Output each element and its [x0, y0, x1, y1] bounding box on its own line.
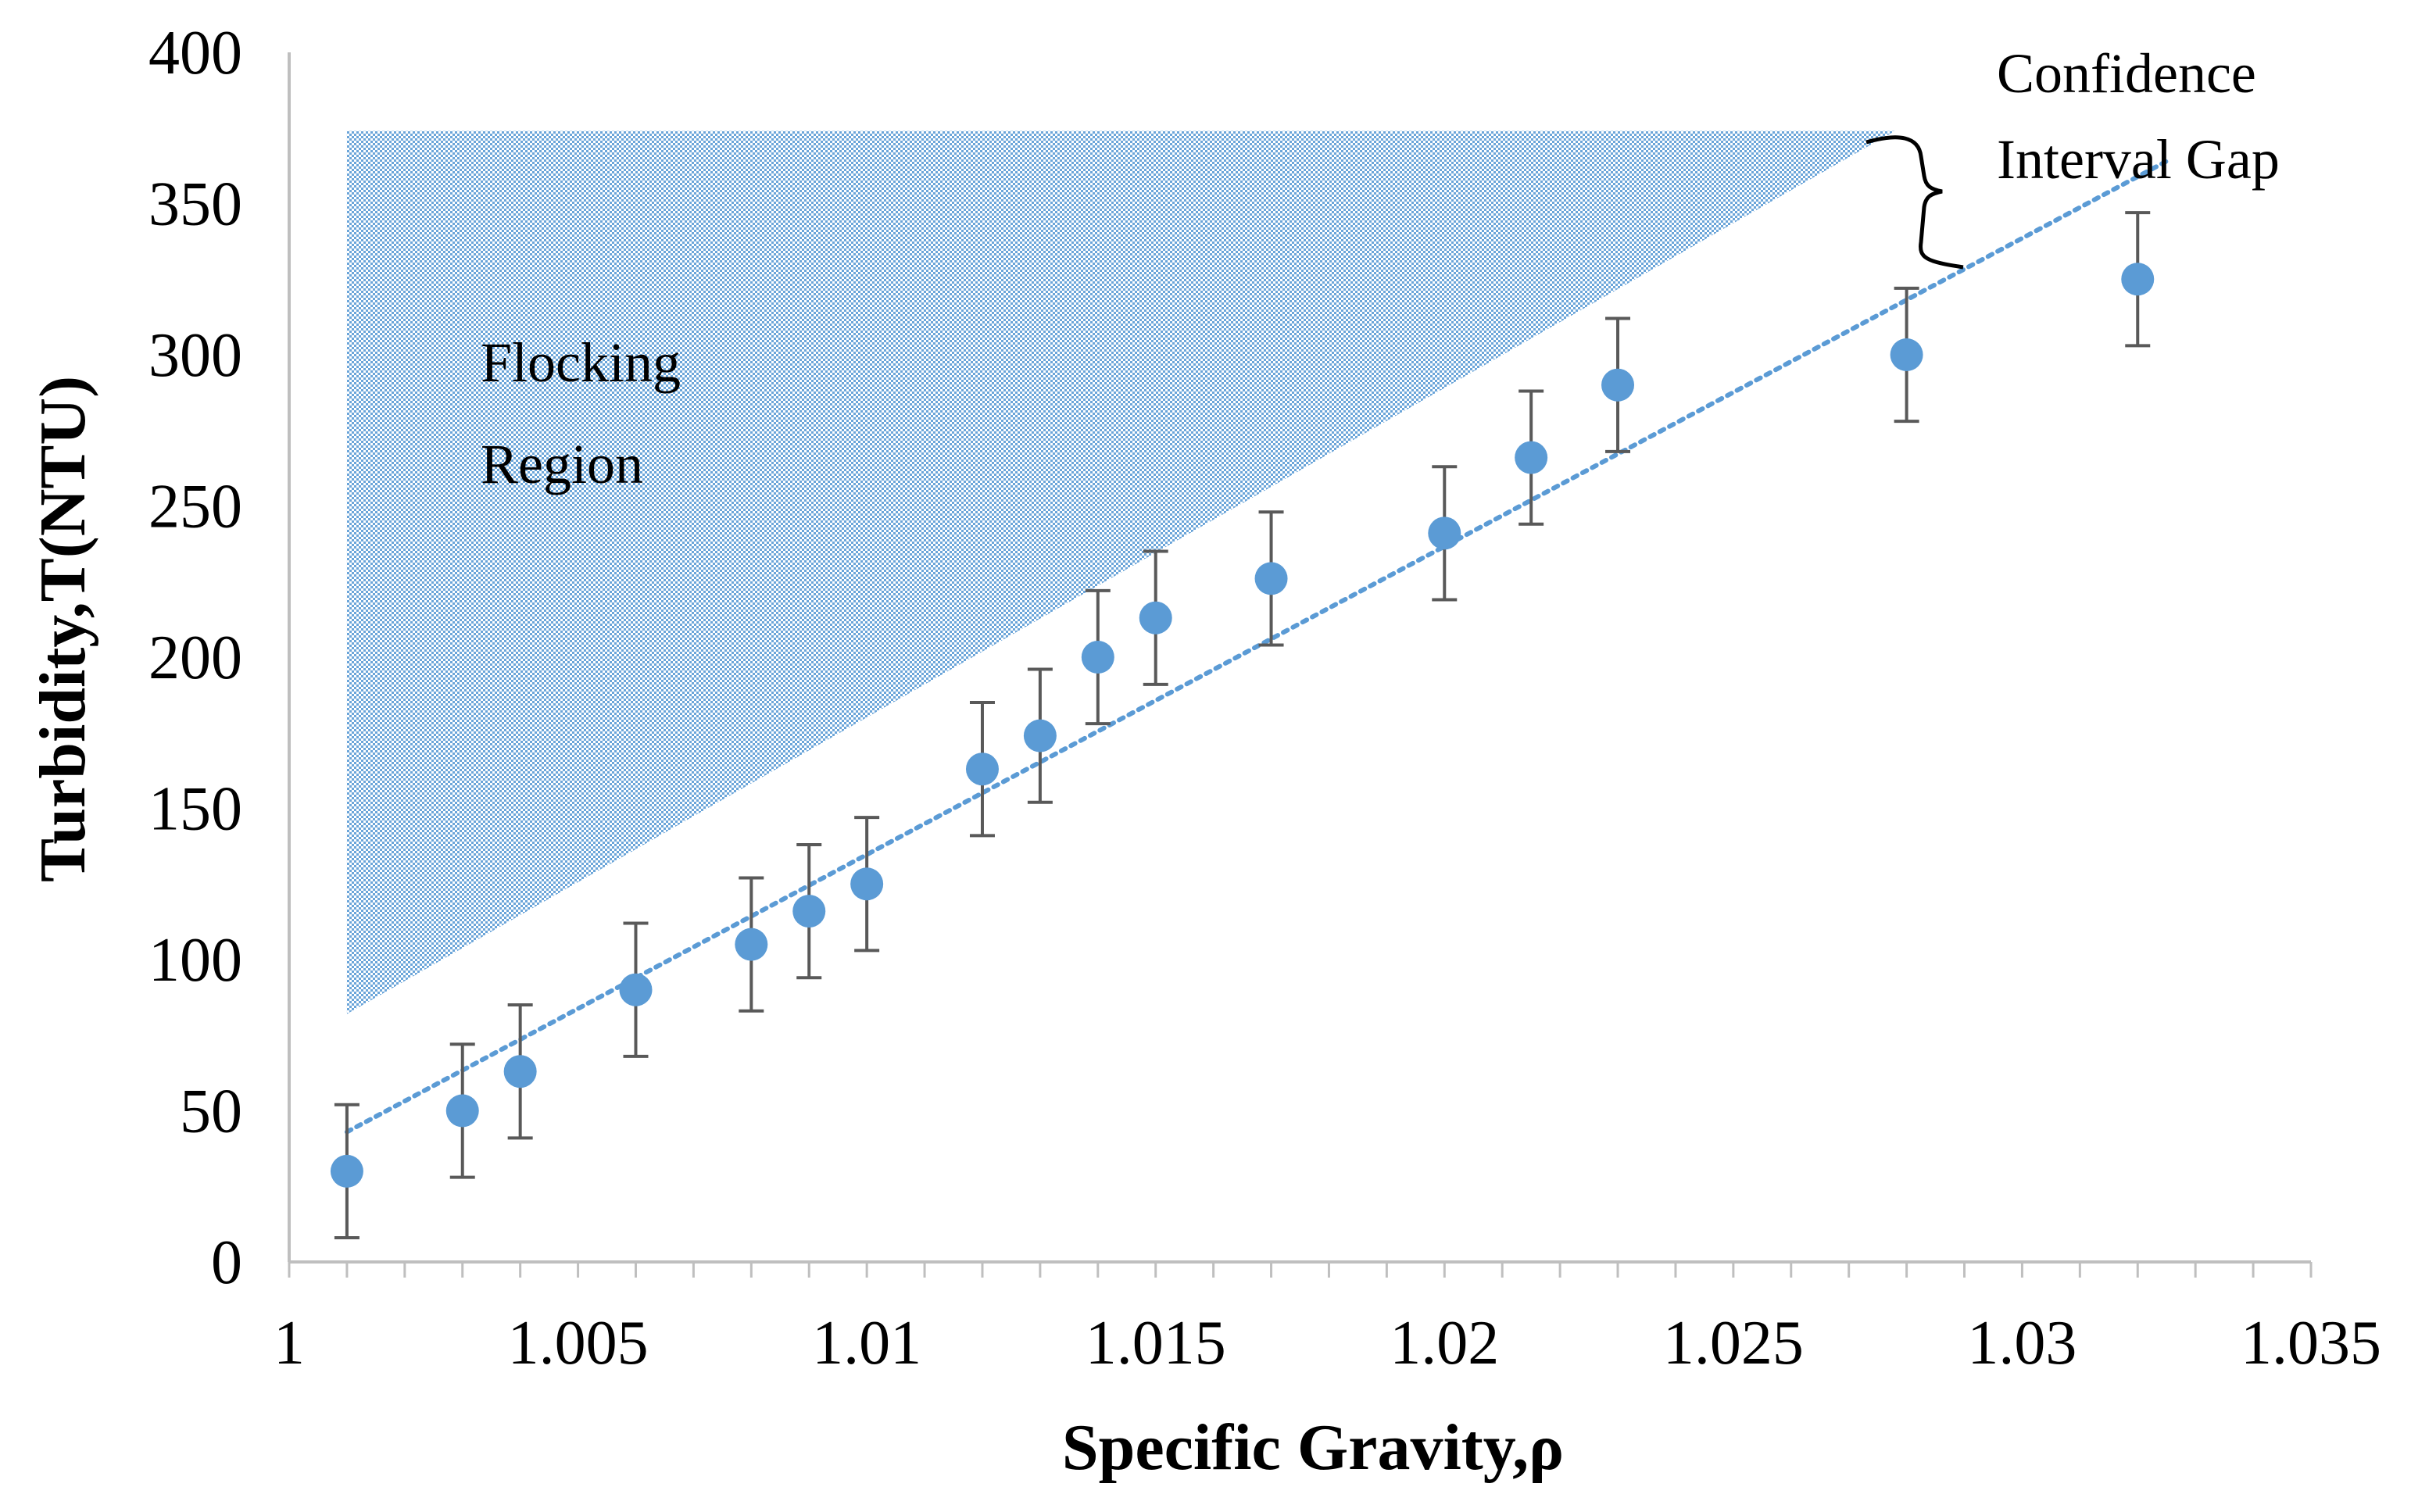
data-point	[2121, 263, 2155, 296]
x-tick-label: 1.035	[2241, 1309, 2381, 1378]
data-point	[735, 928, 768, 961]
y-tick-label: 400	[148, 19, 242, 88]
y-tick-labels: 0 50 100 150 200 250 300 350 400	[148, 19, 242, 1297]
y-tick-label: 300	[148, 321, 242, 390]
x-tick-label: 1	[274, 1309, 305, 1378]
data-point	[330, 1154, 363, 1188]
data-point	[1254, 562, 1288, 595]
data-points	[330, 263, 2155, 1188]
data-point	[1023, 719, 1057, 752]
x-axis-title: Specific Gravity,ρ	[1062, 1411, 1564, 1484]
y-tick-label: 0	[211, 1228, 242, 1297]
confidence-gap-label-line2: Interval Gap	[1997, 128, 2280, 191]
data-point	[1081, 641, 1114, 674]
x-tick-label: 1.02	[1390, 1309, 1499, 1378]
x-tick-label: 1.01	[812, 1309, 921, 1378]
data-point	[619, 973, 653, 1006]
data-point	[1139, 601, 1172, 634]
flocking-region-label-line2: Region	[481, 433, 643, 495]
x-tick-label: 1.005	[508, 1309, 649, 1378]
data-point	[503, 1055, 537, 1088]
x-tick-labels: 1 1.005 1.01 1.015 1.02 1.025 1.03 1.035	[274, 1309, 2381, 1378]
data-point	[792, 895, 826, 928]
y-tick-label: 350	[148, 170, 242, 239]
y-tick-label: 200	[148, 624, 242, 692]
data-point	[1515, 441, 1548, 474]
data-point	[1428, 517, 1461, 550]
x-tick-label: 1.025	[1663, 1309, 1804, 1378]
data-point	[445, 1094, 479, 1128]
flocking-region-label-line1: Flocking	[481, 331, 681, 394]
data-point	[1601, 368, 1635, 402]
axes	[288, 52, 2313, 1278]
trendline	[344, 159, 2170, 1135]
y-tick-label: 50	[180, 1078, 242, 1146]
x-tick-label: 1.03	[1967, 1309, 2077, 1378]
confidence-gap-label-line1: Confidence	[1997, 42, 2256, 105]
x-tick-label: 1.015	[1086, 1309, 1226, 1378]
data-point	[1890, 338, 1923, 371]
confidence-gap-brace	[1865, 135, 1964, 270]
trendline-layer	[344, 159, 2170, 1135]
y-axis-title: Turbidity,T(NTU)	[27, 376, 99, 882]
data-point	[850, 867, 884, 901]
y-tick-label: 100	[148, 926, 242, 995]
data-point	[965, 752, 999, 786]
y-tick-label: 150	[148, 775, 242, 844]
y-tick-label: 250	[148, 473, 242, 542]
flocking-region-shading	[346, 130, 1895, 1014]
